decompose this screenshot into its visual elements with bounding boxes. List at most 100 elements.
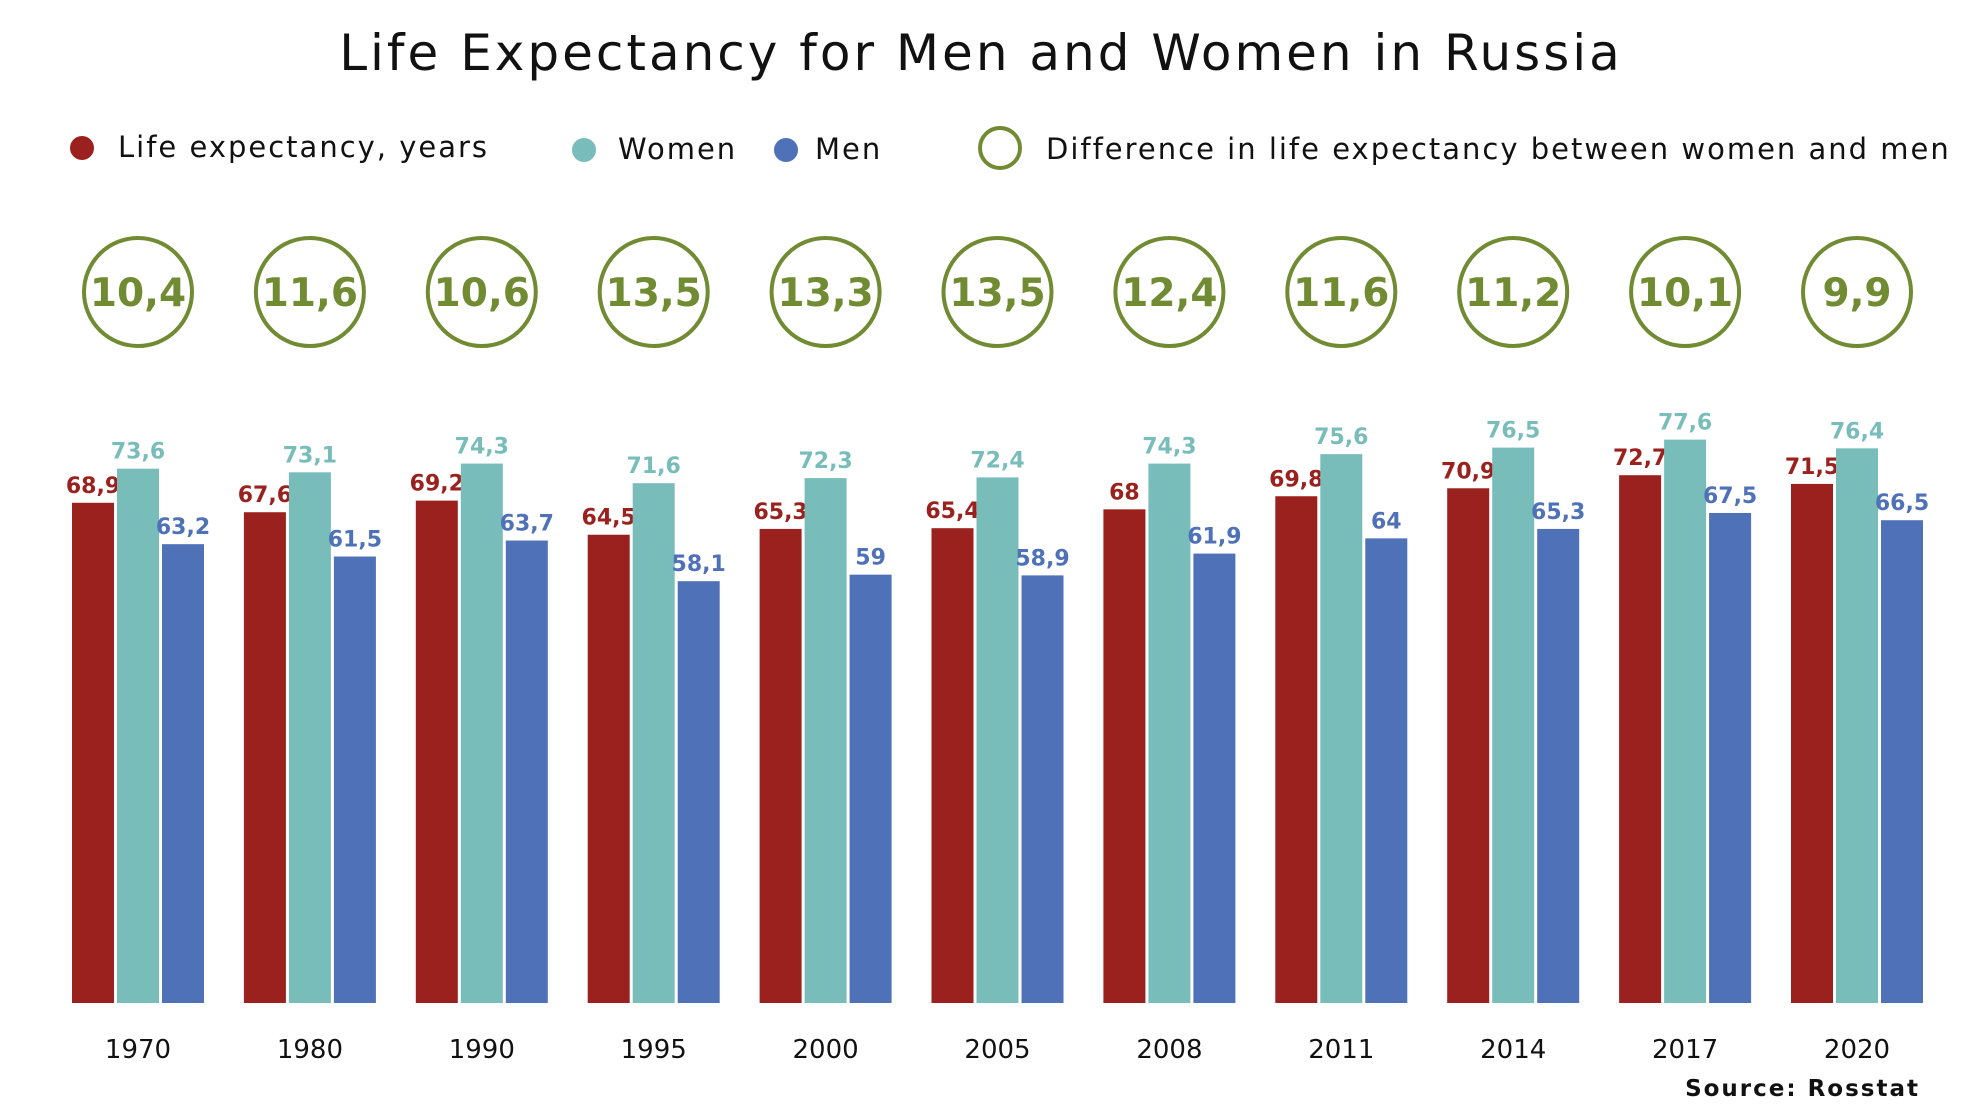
data-label-men-1990: 63,7	[500, 512, 554, 537]
x-tick-label-1970: 1970	[105, 1035, 171, 1065]
bar-men-1995	[677, 581, 720, 1003]
x-tick-label-2005: 2005	[964, 1035, 1030, 1065]
data-label-women-2011: 75,6	[1314, 425, 1368, 450]
difference-circle-2011	[1285, 236, 1398, 348]
data-label-life-expectancy-years-2008: 68	[1109, 480, 1140, 505]
bar-life-expectancy-years-2020	[1791, 483, 1833, 1003]
data-label-women-1990: 74,3	[455, 435, 509, 460]
bar-women-2020	[1836, 448, 1878, 1003]
x-tick-label-1990: 1990	[449, 1035, 515, 1065]
difference-label-1995: 13,5	[606, 271, 702, 316]
bar-men-1980	[333, 556, 376, 1003]
difference-label-2017: 10,1	[1637, 271, 1733, 316]
bar-life-expectancy-years-1970	[72, 502, 114, 1003]
data-label-women-1970: 73,6	[111, 440, 165, 465]
bar-men-1970	[162, 544, 204, 1003]
x-tick-label-2011: 2011	[1308, 1035, 1374, 1065]
bar-life-expectancy-years-2005	[931, 528, 974, 1003]
data-label-life-expectancy-years-2014: 70,9	[1441, 459, 1495, 484]
bar-women-2005	[976, 477, 1019, 1004]
bar-men-2011	[1365, 538, 1408, 1003]
data-label-men-2014: 65,3	[1531, 500, 1585, 525]
data-label-life-expectancy-years-2017: 72,7	[1613, 446, 1667, 471]
data-label-women-1980: 73,1	[283, 443, 337, 468]
bar-men-2014	[1537, 528, 1580, 1003]
bar-life-expectancy-years-1980	[243, 512, 286, 1003]
legend-label-women: Women	[618, 132, 737, 166]
bar-women-1990	[460, 463, 503, 1003]
data-label-men-2008: 61,9	[1187, 525, 1241, 550]
legend-label-life-expectancy: Life expectancy, years	[118, 130, 489, 164]
bar-men-2000	[849, 574, 892, 1003]
bar-life-expectancy-years-2011	[1275, 496, 1318, 1003]
difference-label-1980: 11,6	[262, 271, 358, 316]
data-label-women-2000: 72,3	[798, 449, 852, 474]
difference-label-2011: 11,6	[1293, 271, 1389, 316]
data-label-women-2008: 74,3	[1142, 435, 1196, 460]
data-label-men-2011: 64	[1371, 509, 1402, 534]
data-label-life-expectancy-years-1990: 69,2	[410, 472, 464, 497]
difference-circle-2008	[1113, 236, 1226, 348]
difference-circle-1980	[253, 236, 366, 348]
legend-label-men: Men	[815, 132, 882, 166]
x-tick-label-2014: 2014	[1480, 1035, 1546, 1065]
data-label-life-expectancy-years-2000: 65,3	[753, 500, 807, 525]
data-label-women-2017: 77,6	[1658, 411, 1712, 436]
data-label-life-expectancy-years-1970: 68,9	[66, 474, 120, 499]
bar-women-2011	[1320, 454, 1363, 1003]
data-label-life-expectancy-years-1995: 64,5	[582, 506, 636, 531]
bar-men-2008	[1193, 553, 1236, 1003]
x-tick-label-2020: 2020	[1824, 1035, 1890, 1065]
bar-women-1980	[288, 472, 331, 1003]
chart-marks: 10,4 68,9 73,6 63,2 1970 11,6 67,6 73,1 61,5 1980…	[66, 236, 1929, 1065]
bar-women-2014	[1492, 447, 1535, 1003]
legend-swatch-difference	[978, 126, 1022, 170]
data-label-women-2005: 72,4	[970, 448, 1024, 473]
source-note: Source: Rosstat	[1685, 1076, 1920, 1102]
data-label-men-1995: 58,1	[672, 552, 726, 577]
x-tick-label-2008: 2008	[1136, 1035, 1202, 1065]
difference-label-1990: 10,6	[434, 271, 530, 316]
x-tick-label-2000: 2000	[793, 1035, 859, 1065]
bar-life-expectancy-years-2008	[1103, 509, 1146, 1003]
data-label-men-1980: 61,5	[328, 528, 382, 553]
bar-women-2008	[1148, 463, 1191, 1003]
legend-swatch-men	[774, 138, 798, 162]
data-label-life-expectancy-years-2011: 69,8	[1269, 467, 1323, 492]
difference-circle-1990	[425, 236, 538, 348]
bar-men-1990	[505, 540, 548, 1003]
difference-circle-2000	[769, 236, 882, 348]
difference-circle-2014	[1457, 236, 1570, 348]
bar-women-2017	[1664, 439, 1707, 1003]
bar-women-1970	[117, 468, 159, 1003]
bar-life-expectancy-years-1995	[587, 534, 630, 1003]
data-label-life-expectancy-years-2005: 65,4	[925, 499, 979, 524]
data-label-women-2020: 76,4	[1830, 419, 1884, 444]
difference-label-2005: 13,5	[949, 271, 1045, 316]
x-tick-label-1980: 1980	[277, 1035, 343, 1065]
chart-title: Life Expectancy for Men and Women in Rus…	[339, 24, 1623, 82]
data-label-life-expectancy-years-1980: 67,6	[238, 483, 292, 508]
data-label-women-1995: 71,6	[627, 454, 681, 479]
difference-circle-1970	[82, 236, 194, 348]
bar-women-2000	[804, 478, 847, 1003]
bar-men-2020	[1881, 520, 1923, 1003]
bar-life-expectancy-years-2000	[759, 528, 802, 1003]
difference-label-2000: 13,3	[777, 271, 873, 316]
difference-circle-2020	[1801, 236, 1913, 348]
legend-swatch-women	[572, 138, 596, 162]
bar-women-1995	[632, 483, 675, 1004]
legend-swatch-life-expectancy	[70, 136, 94, 160]
difference-label-1970: 10,4	[90, 271, 186, 316]
data-label-men-1970: 63,2	[156, 515, 210, 540]
difference-label-2014: 11,2	[1465, 271, 1561, 316]
bar-men-2017	[1709, 512, 1752, 1003]
data-label-men-2000: 59	[855, 546, 886, 571]
data-label-life-expectancy-years-2020: 71,5	[1785, 455, 1839, 480]
data-label-men-2017: 67,5	[1703, 484, 1757, 509]
difference-circle-2005	[941, 236, 1054, 348]
difference-label-2020: 9,9	[1822, 271, 1891, 316]
bar-men-2005	[1021, 575, 1064, 1003]
difference-circle-1995	[597, 236, 710, 348]
